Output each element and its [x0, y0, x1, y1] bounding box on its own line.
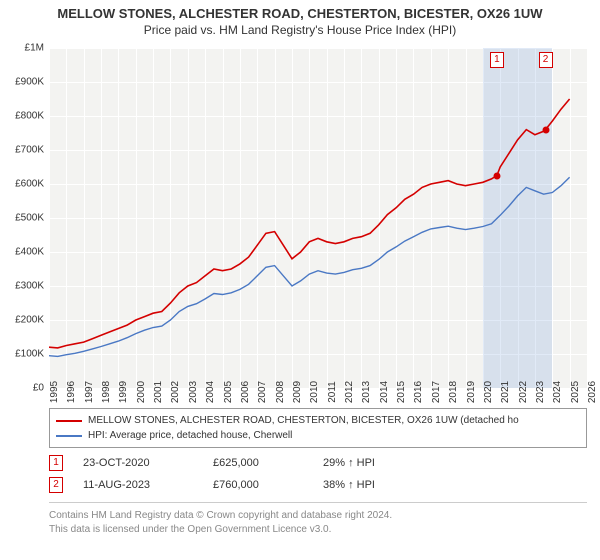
footer-line-2: This data is licensed under the Open Gov…: [49, 523, 587, 537]
sale-hpi-diff: 38% ↑ HPI: [323, 479, 413, 491]
x-axis-label: 2013: [361, 381, 372, 403]
sale-index-box: 2: [49, 477, 63, 493]
y-axis-label: £400K: [15, 247, 44, 258]
chart-subtitle: Price paid vs. HM Land Registry's House …: [0, 23, 600, 37]
legend-label: HPI: Average price, detached house, Cher…: [88, 430, 292, 441]
sale-row: 1 23-OCT-2020 £625,000 29% ↑ HPI: [49, 452, 587, 474]
sale-date: 11-AUG-2023: [83, 479, 193, 491]
y-axis-label: £700K: [15, 145, 44, 156]
line-series-svg: [49, 48, 587, 388]
y-axis-label: £0: [33, 383, 44, 394]
legend-swatch: [56, 435, 82, 437]
sale-index-box: 1: [49, 455, 63, 471]
x-axis-label: 2005: [223, 381, 234, 403]
footer-line-1: Contains HM Land Registry data © Crown c…: [49, 509, 587, 523]
y-axis-label: £200K: [15, 315, 44, 326]
x-axis-label: 2018: [448, 381, 459, 403]
x-axis-label: 1996: [66, 381, 77, 403]
chart-area: 12: [49, 48, 587, 388]
x-axis-label: 2000: [136, 381, 147, 403]
x-axis-label: 1995: [49, 381, 60, 403]
legend-item: MELLOW STONES, ALCHESTER ROAD, CHESTERTO…: [56, 413, 580, 428]
sale-hpi-diff: 29% ↑ HPI: [323, 457, 413, 469]
y-axis-label: £900K: [15, 77, 44, 88]
x-axis-label: 1997: [84, 381, 95, 403]
x-axis-label: 2020: [483, 381, 494, 403]
x-axis-label: 2002: [170, 381, 181, 403]
x-axis-label: 2023: [535, 381, 546, 403]
x-axis-label: 1999: [118, 381, 129, 403]
x-axis-label: 2004: [205, 381, 216, 403]
x-axis-label: 2014: [379, 381, 390, 403]
y-axis-label: £800K: [15, 111, 44, 122]
x-axis-label: 2012: [344, 381, 355, 403]
x-axis-label: 2006: [240, 381, 251, 403]
sales-table: 1 23-OCT-2020 £625,000 29% ↑ HPI 2 11-AUG-202…: [49, 452, 587, 496]
x-axis-label: 2025: [570, 381, 581, 403]
sale-marker-dot: [493, 172, 500, 179]
x-axis-label: 2016: [413, 381, 424, 403]
series-hpi: [49, 177, 570, 356]
x-axis-label: 2019: [466, 381, 477, 403]
sale-marker-label: 2: [539, 52, 553, 68]
sale-marker-dot: [542, 126, 549, 133]
x-axis-label: 2001: [153, 381, 164, 403]
x-axis-label: 2011: [327, 381, 338, 403]
x-axis-label: 1998: [101, 381, 112, 403]
sale-marker-label: 1: [490, 52, 504, 68]
y-axis-label: £500K: [15, 213, 44, 224]
y-axis-label: £100K: [15, 349, 44, 360]
x-axis-label: 2026: [587, 381, 598, 403]
grid-line-v: [587, 48, 588, 388]
x-axis-label: 2010: [309, 381, 320, 403]
x-axis-label: 2022: [518, 381, 529, 403]
y-axis-label: £600K: [15, 179, 44, 190]
x-axis-label: 2015: [396, 381, 407, 403]
x-axis-label: 2024: [552, 381, 563, 403]
footer-attribution: Contains HM Land Registry data © Crown c…: [49, 502, 587, 536]
x-axis-label: 2008: [275, 381, 286, 403]
x-axis-label: 2007: [257, 381, 268, 403]
x-axis-label: 2021: [500, 381, 511, 403]
sale-price: £760,000: [213, 479, 303, 491]
legend-item: HPI: Average price, detached house, Cher…: [56, 428, 580, 443]
chart-title: MELLOW STONES, ALCHESTER ROAD, CHESTERTO…: [0, 6, 600, 21]
sale-price: £625,000: [213, 457, 303, 469]
x-axis-label: 2009: [292, 381, 303, 403]
y-axis-label: £1M: [25, 43, 44, 54]
legend-label: MELLOW STONES, ALCHESTER ROAD, CHESTERTO…: [88, 415, 519, 426]
sale-row: 2 11-AUG-2023 £760,000 38% ↑ HPI: [49, 474, 587, 496]
x-axis-label: 2017: [431, 381, 442, 403]
sale-date: 23-OCT-2020: [83, 457, 193, 469]
x-axis-label: 2003: [188, 381, 199, 403]
y-axis-label: £300K: [15, 281, 44, 292]
legend-swatch: [56, 420, 82, 422]
legend: MELLOW STONES, ALCHESTER ROAD, CHESTERTO…: [49, 408, 587, 448]
